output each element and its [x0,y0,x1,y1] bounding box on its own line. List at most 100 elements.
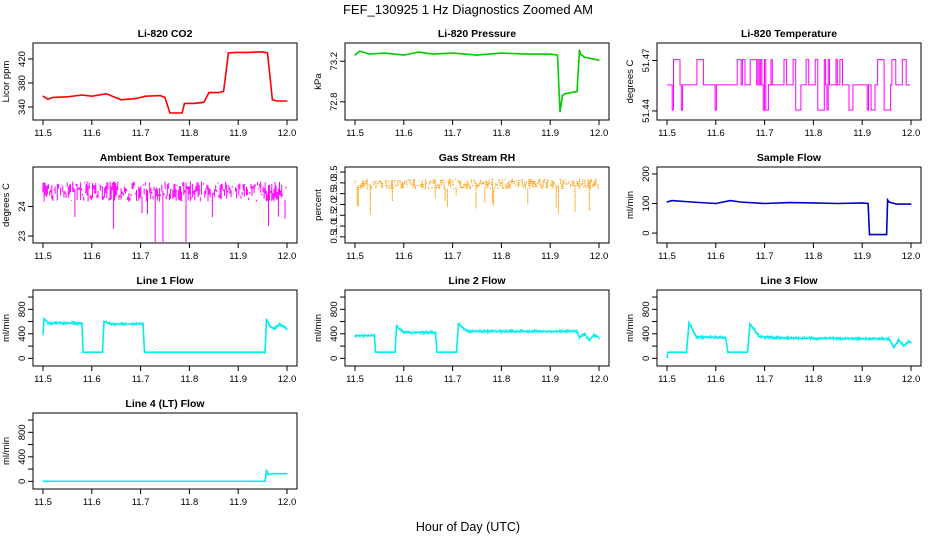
chart-li-820-co2-point [164,96,166,98]
chart-sample-flow-x-tick-label: 11.8 [805,251,823,262]
chart-line-2-flow-x-tick-label: 11.9 [541,374,559,385]
chart-sample-flow-x-tick-label: 12.0 [902,251,921,262]
chart-li-820-temperature-y-axis-label: degrees C [625,59,636,103]
chart-line-1-flow-point [143,351,146,353]
chart-li-820-co2-point [247,51,249,54]
chart-line-4-lt-flow-y-axis-label: ml/min [1,437,12,465]
chart-li-820-co2-point [223,90,225,92]
chart-line-3-flow: Line 3 Flow ml/min 11.5 11.6 11.7 11.8 11.9 12.… [625,275,922,385]
chart-line-4-lt-flow-point [271,473,273,475]
chart-sample-flow-series-line [666,197,911,236]
chart-line-4-lt-flow-y-tick-label: 0 [17,479,28,484]
chart-line-2-flow-series-line [355,322,600,353]
chart-li-820-temperature-title: Li-820 Temperature [741,28,837,40]
chart-line-4-lt-flow-x-tick-label: 11.8 [181,497,199,508]
chart-li-820-temperature-x-tick-label: 11.9 [853,128,871,139]
chart-gas-stream-rh-y-tick-label: 0.5 [329,230,340,243]
chart-line-3-flow-title: Line 3 Flow [760,275,818,287]
chart-sample-flow-point [837,202,839,205]
chart-li-820-co2-x-tick-label: 11.9 [229,128,247,139]
chart-li-820-co2-point [159,95,161,97]
chart-line-3-flow-x-tick-label: 11.9 [853,374,871,385]
chart-line-1-flow-x-tick-label: 11.5 [34,374,52,385]
chart-sample-flow-y-axis-label: ml/min [625,191,636,219]
chart-line-3-flow-point [667,351,669,353]
chart-sample-flow-point [729,200,732,202]
chart-line-1-flow-noise-band [42,318,288,355]
chart-sample-flow-point [764,202,766,205]
chart-sample-flow-point [910,203,912,205]
chart-li-820-co2-y-tick-label: 420 [17,51,28,67]
chart-li-820-co2-x-tick-label: 11.6 [83,128,101,139]
chart-li-820-co2-point [91,95,93,97]
chart-sample-flow-point [812,202,815,204]
chart-line-1-flow-y-tick-label: 400 [17,326,28,342]
chart-line-3-flow-y-axis-label: ml/min [625,314,636,342]
chart-gas-stream-rh-y-tick-label: 3.5 [329,165,340,178]
chart-li-820-pressure-x-tick-label: 11.9 [541,128,559,139]
chart-sample-flow-point [690,201,693,203]
chart-sample-flow-point [671,200,673,202]
chart-li-820-temperature-x-tick-label: 12.0 [902,128,921,139]
chart-li-820-co2-point [105,93,107,95]
chart-li-820-pressure-point [593,58,595,60]
chart-li-820-temperature-y-tick-label: 51.47 [641,49,652,73]
chart-line-1-flow-frame [32,289,298,367]
chart-line-2-flow-x-tick-label: 11.8 [493,374,511,385]
chart-line-3-flow-y-tick-label: 400 [641,326,652,342]
chart-gas-stream-rh-y-tick-label: 2.5 [329,187,340,200]
chart-li-820-pressure-x-tick-label: 11.6 [395,128,413,139]
chart-line-4-lt-flow-point [140,480,142,482]
chart-gas-stream-rh-x-tick-label: 11.8 [493,251,511,262]
chart-line-3-flow-point [666,357,668,359]
chart-sample-flow-point [788,202,790,204]
chart-line-2-flow-y-tick-label: 0 [329,356,340,361]
chart-li-820-co2-point [276,100,278,102]
chart-li-820-co2-title: Li-820 CO2 [138,28,193,40]
chart-li-820-co2-y-tick-label: 380 [17,75,28,91]
chart-sample-flow-x-tick-label: 11.7 [756,251,774,262]
chart-li-820-pressure-point [561,95,564,97]
chart-li-820-pressure-point [356,52,358,54]
chart-li-820-co2-point [120,99,122,101]
chart-line-2-flow-title: Line 2 Flow [448,275,506,287]
chart-gas-stream-rh-y-tick-label: 1.5 [329,209,340,222]
chart-line-1-flow-y-tick-label: 800 [17,301,28,317]
chart-line-3-flow-x-tick-label: 11.7 [756,374,774,385]
chart-line-1-flow-x-tick-label: 12.0 [278,374,297,385]
chart-line-2-flow-y-tick-label: 800 [329,301,340,317]
chart-li-820-co2-y-tick-label: 340 [17,99,28,115]
chart-sample-flow-point [888,201,890,203]
chart-li-820-co2-point [81,94,83,96]
chart-li-820-pressure-point [354,54,356,56]
chart-li-820-co2-x-tick-label: 11.8 [181,128,199,139]
chart-ambient-box-temperature-x-tick-label: 11.7 [132,251,150,262]
chart-li-820-pressure-frame [344,42,610,121]
chart-line-1-flow-y-axis-label: ml/min [1,314,12,342]
chart-ambient-box-temperature-y-tick-label: 24 [17,201,28,212]
chart-line-3-flow-frame [656,289,922,367]
chart-ambient-box-temperature-x-tick-label: 11.6 [83,251,101,262]
chart-line-1-flow-x-tick-label: 11.7 [132,374,150,385]
chart-li-820-co2-x-tick-label: 12.0 [278,128,297,139]
chart-li-820-co2-x-tick-label: 11.7 [132,128,150,139]
chart-gas-stream-rh-y-tick-label-minor: 1.0 [329,219,340,232]
chart-li-820-pressure-point [576,91,578,93]
chart-li-820-pressure-point [359,50,361,52]
chart-ambient-box-temperature: Ambient Box Temperature degrees C 11.5 11.6… [1,152,298,262]
chart-li-820-co2-point [218,92,220,94]
chart-gas-stream-rh-x-tick-label: 11.5 [346,251,364,262]
chart-li-820-pressure-point [432,53,434,55]
chart-line-1-flow-title: Line 1 Flow [136,275,194,287]
chart-li-820-pressure-point [369,53,371,55]
chart-line-4-lt-flow-x-tick-label: 11.6 [83,497,101,508]
chart-ambient-box-temperature-y-axis-label: degrees C [1,183,12,227]
chart-li-820-co2-frame [32,42,298,121]
chart-line-4-lt-flow: Line 4 (LT) Flow ml/min 11.5 11.6 11.7 11.8 11… [1,398,298,508]
chart-line-1-flow-x-tick-label: 11.6 [83,374,101,385]
chart-line-3-flow-x-tick-label: 11.5 [658,374,676,385]
chart-ambient-box-temperature-x-tick-label: 11.8 [181,251,199,262]
chart-li-820-co2-point [227,52,229,54]
chart-line-1-flow: Line 1 Flow ml/min 11.5 11.6 11.7 11.8 11.9 12.… [1,275,298,385]
chart-sample-flow-y-tick-label: 0 [641,230,652,235]
